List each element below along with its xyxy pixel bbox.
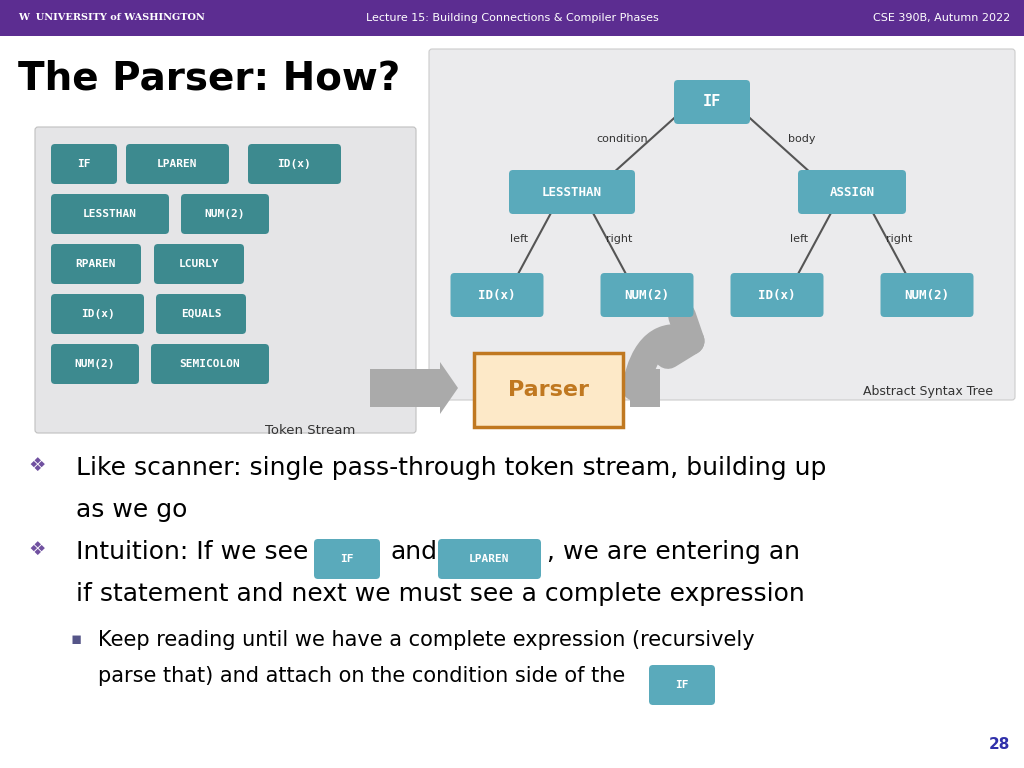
Text: LESSTHAN: LESSTHAN — [83, 209, 137, 219]
FancyBboxPatch shape — [474, 353, 623, 427]
FancyBboxPatch shape — [51, 144, 117, 184]
Text: RPAREN: RPAREN — [76, 259, 117, 269]
Text: EQUALS: EQUALS — [181, 309, 221, 319]
Text: Token Stream: Token Stream — [265, 424, 355, 437]
Text: right: right — [887, 233, 912, 243]
FancyBboxPatch shape — [154, 244, 244, 284]
FancyBboxPatch shape — [314, 539, 380, 579]
FancyBboxPatch shape — [649, 665, 715, 705]
Text: 28: 28 — [988, 737, 1010, 752]
FancyBboxPatch shape — [451, 273, 544, 317]
FancyBboxPatch shape — [156, 294, 246, 334]
Text: Parser: Parser — [508, 380, 589, 400]
Text: and: and — [390, 540, 437, 564]
Text: ❖: ❖ — [28, 456, 45, 475]
FancyBboxPatch shape — [51, 294, 144, 334]
Text: NUM(2): NUM(2) — [75, 359, 116, 369]
FancyBboxPatch shape — [35, 127, 416, 433]
Text: ASSIGN: ASSIGN — [829, 186, 874, 198]
Text: parse that) and attach on the condition side of the: parse that) and attach on the condition … — [98, 666, 626, 686]
Text: LCURLY: LCURLY — [179, 259, 219, 269]
Text: ID(x): ID(x) — [478, 289, 516, 302]
FancyBboxPatch shape — [248, 144, 341, 184]
Text: NUM(2): NUM(2) — [904, 289, 949, 302]
Text: if statement and next we must see a complete expression: if statement and next we must see a comp… — [76, 582, 805, 606]
Text: Abstract Syntax Tree: Abstract Syntax Tree — [863, 385, 993, 398]
Text: Intuition: If we see: Intuition: If we see — [76, 540, 308, 564]
Text: right: right — [606, 233, 633, 243]
FancyBboxPatch shape — [51, 344, 139, 384]
Text: ▪: ▪ — [70, 630, 81, 648]
Text: CSE 390B, Autumn 2022: CSE 390B, Autumn 2022 — [872, 13, 1010, 23]
FancyBboxPatch shape — [126, 144, 229, 184]
FancyBboxPatch shape — [438, 539, 541, 579]
FancyArrow shape — [370, 362, 458, 414]
Text: IF: IF — [702, 94, 721, 110]
Text: left: left — [510, 233, 528, 243]
FancyBboxPatch shape — [509, 170, 635, 214]
Text: body: body — [788, 134, 816, 144]
Bar — [0, 0, 1024, 36]
Text: ID(x): ID(x) — [278, 159, 311, 169]
Text: IF: IF — [675, 680, 689, 690]
Text: IF: IF — [77, 159, 91, 169]
FancyBboxPatch shape — [429, 49, 1015, 400]
Text: IF: IF — [340, 554, 353, 564]
Text: LPAREN: LPAREN — [469, 554, 510, 564]
FancyBboxPatch shape — [51, 244, 141, 284]
Text: ID(x): ID(x) — [758, 289, 796, 302]
FancyBboxPatch shape — [798, 170, 906, 214]
Text: ID(x): ID(x) — [81, 309, 115, 319]
FancyBboxPatch shape — [181, 194, 269, 234]
Text: as we go: as we go — [76, 498, 187, 522]
Text: LESSTHAN: LESSTHAN — [542, 186, 602, 198]
FancyBboxPatch shape — [730, 273, 823, 317]
Text: ❖: ❖ — [28, 540, 45, 559]
FancyBboxPatch shape — [600, 273, 693, 317]
Text: NUM(2): NUM(2) — [205, 209, 246, 219]
FancyBboxPatch shape — [151, 344, 269, 384]
FancyBboxPatch shape — [674, 80, 750, 124]
Text: Lecture 15: Building Connections & Compiler Phases: Lecture 15: Building Connections & Compi… — [366, 13, 658, 23]
Text: left: left — [791, 233, 809, 243]
FancyArrow shape — [630, 369, 660, 407]
Text: The Parser: How?: The Parser: How? — [18, 60, 400, 98]
Text: LPAREN: LPAREN — [158, 159, 198, 169]
Text: SEMICOLON: SEMICOLON — [179, 359, 241, 369]
Text: Like scanner: single pass-through token stream, building up: Like scanner: single pass-through token … — [76, 456, 826, 480]
Text: W  UNIVERSITY of WASHINGTON: W UNIVERSITY of WASHINGTON — [18, 14, 205, 22]
FancyBboxPatch shape — [51, 194, 169, 234]
Text: , we are entering an: , we are entering an — [547, 540, 800, 564]
Text: NUM(2): NUM(2) — [625, 289, 670, 302]
FancyBboxPatch shape — [881, 273, 974, 317]
Text: condition: condition — [596, 134, 648, 144]
Text: Keep reading until we have a complete expression (recursively: Keep reading until we have a complete ex… — [98, 630, 755, 650]
